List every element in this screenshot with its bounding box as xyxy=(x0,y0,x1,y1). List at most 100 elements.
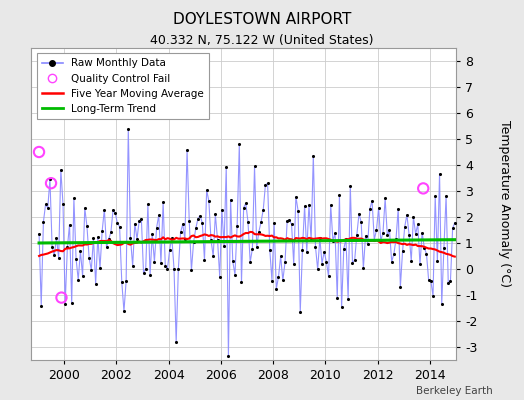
Point xyxy=(246,259,254,266)
Point xyxy=(383,232,391,238)
Point xyxy=(135,218,144,224)
Point xyxy=(305,202,313,208)
Point xyxy=(104,236,113,242)
Point xyxy=(337,304,346,310)
Point xyxy=(209,253,217,259)
Point xyxy=(409,214,418,220)
Point xyxy=(424,277,433,284)
Point xyxy=(313,266,322,272)
Point xyxy=(366,206,374,212)
Point xyxy=(372,227,380,233)
Point xyxy=(387,258,396,265)
Point xyxy=(130,220,139,227)
Point xyxy=(150,259,159,265)
Point xyxy=(307,237,315,243)
Point xyxy=(189,239,198,245)
Point xyxy=(46,176,54,182)
Point xyxy=(377,237,385,244)
Point xyxy=(396,284,405,290)
Point xyxy=(81,205,89,211)
Point xyxy=(126,235,135,241)
Point xyxy=(177,229,185,236)
Point xyxy=(277,253,285,260)
Point xyxy=(311,244,320,250)
Point xyxy=(98,228,106,234)
Legend: Raw Monthly Data, Quality Control Fail, Five Year Moving Average, Long-Term Tren: Raw Monthly Data, Quality Control Fail, … xyxy=(37,53,209,119)
Point xyxy=(207,237,215,243)
Point xyxy=(320,248,329,255)
Point xyxy=(435,170,444,177)
Text: DOYLESTOWN AIRPORT: DOYLESTOWN AIRPORT xyxy=(173,12,351,27)
Point xyxy=(379,230,387,236)
Point xyxy=(324,273,333,280)
Point xyxy=(419,185,428,192)
Point xyxy=(359,265,367,272)
Point xyxy=(166,246,174,253)
Point xyxy=(192,225,200,232)
Point xyxy=(128,263,137,269)
Point xyxy=(405,232,413,238)
Point xyxy=(351,257,359,263)
Point xyxy=(290,261,298,267)
Point xyxy=(52,235,61,241)
Point xyxy=(233,222,242,229)
Point xyxy=(87,267,95,273)
Point xyxy=(157,260,165,266)
Point xyxy=(346,183,355,190)
Point xyxy=(329,237,337,244)
Point xyxy=(444,280,452,286)
Point xyxy=(433,258,442,264)
Point xyxy=(418,229,427,236)
Point xyxy=(198,220,206,226)
Point xyxy=(220,242,228,249)
Point xyxy=(302,248,311,255)
Point xyxy=(400,224,409,230)
Point xyxy=(318,260,326,267)
Point xyxy=(446,278,455,285)
Point xyxy=(368,198,376,204)
Point xyxy=(231,271,239,278)
Point xyxy=(107,229,115,236)
Point xyxy=(270,220,278,226)
Point xyxy=(74,276,82,283)
Point xyxy=(48,244,56,250)
Point xyxy=(76,248,84,254)
Point xyxy=(224,353,233,360)
Point xyxy=(179,221,187,228)
Point xyxy=(355,210,363,217)
Point xyxy=(261,182,270,188)
Text: 40.332 N, 75.122 W (United States): 40.332 N, 75.122 W (United States) xyxy=(150,34,374,47)
Point xyxy=(264,180,272,186)
Point xyxy=(342,236,350,242)
Point xyxy=(124,126,133,132)
Point xyxy=(370,236,378,243)
Point xyxy=(133,236,141,242)
Point xyxy=(416,261,424,268)
Point xyxy=(272,286,280,292)
Point xyxy=(57,166,65,173)
Point xyxy=(170,266,178,272)
Point xyxy=(294,207,302,214)
Point xyxy=(59,201,67,207)
Point xyxy=(266,247,274,253)
Point xyxy=(326,202,335,208)
Point xyxy=(68,300,76,306)
Point xyxy=(141,266,150,272)
Point xyxy=(420,245,429,251)
Point xyxy=(161,263,169,269)
Point xyxy=(364,240,372,247)
Point xyxy=(244,219,252,226)
Point xyxy=(353,232,361,238)
Point xyxy=(340,245,348,252)
Point xyxy=(440,245,448,252)
Point xyxy=(422,251,431,257)
Point xyxy=(35,230,43,237)
Point xyxy=(248,246,257,252)
Point xyxy=(335,192,344,198)
Point xyxy=(139,270,148,276)
Point xyxy=(281,259,289,265)
Point xyxy=(168,235,176,241)
Point xyxy=(285,217,293,224)
Point xyxy=(196,212,204,219)
Point xyxy=(54,254,63,261)
